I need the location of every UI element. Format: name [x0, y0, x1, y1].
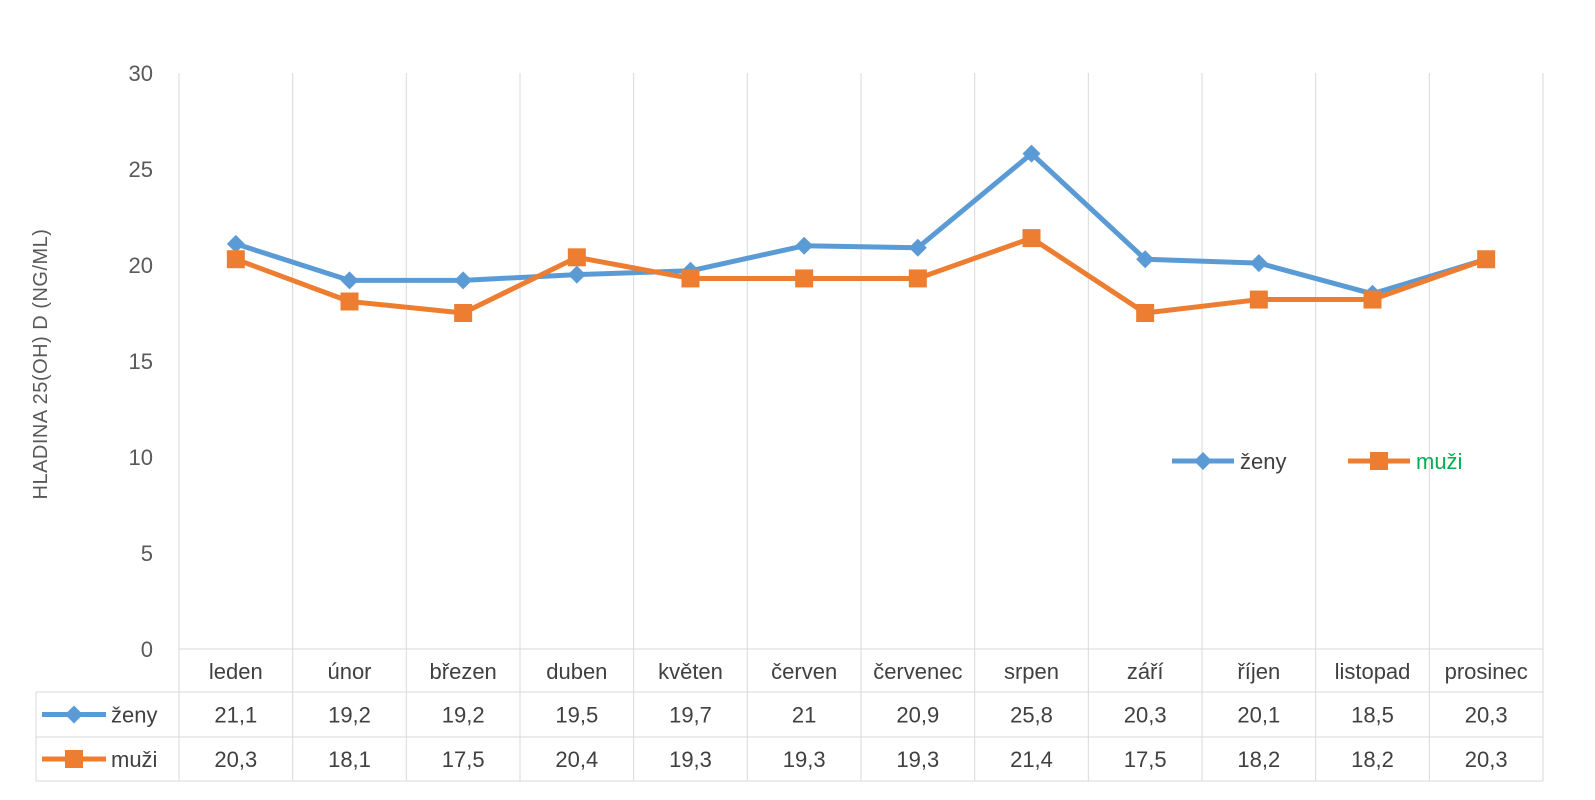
data-table-cell: 21,1	[214, 703, 257, 728]
data-point-0	[795, 236, 814, 255]
y-tick-label: 30	[129, 61, 153, 86]
data-point-1	[681, 269, 700, 288]
data-table-cell: 19,2	[442, 703, 485, 728]
data-point-1	[1249, 290, 1268, 309]
data-table-cell: 18,2	[1237, 747, 1280, 772]
data-point-1	[340, 292, 359, 311]
data-table-cell: 19,3	[669, 747, 712, 772]
y-tick-label: 15	[129, 349, 153, 374]
x-tick-label: leden	[209, 659, 263, 684]
data-table-cell: 19,7	[669, 703, 712, 728]
data-table-cell: 18,2	[1351, 747, 1394, 772]
table-series-label-1: muži	[111, 747, 157, 772]
x-tick-label: říjen	[1237, 659, 1280, 684]
data-point-1	[795, 269, 814, 288]
data-table-cell: 21	[792, 703, 816, 728]
series-line-0	[235, 151, 1487, 297]
data-table-cell: 17,5	[1124, 747, 1167, 772]
data-table-cell: 17,5	[442, 747, 485, 772]
data-point-1	[226, 250, 245, 269]
x-tick-label: září	[1127, 659, 1164, 684]
data-point-1	[1022, 229, 1041, 248]
data-point-0	[454, 271, 473, 290]
data-table-cell: 19,5	[555, 703, 598, 728]
data-table-cell: 21,4	[1010, 747, 1053, 772]
legend-marker-1	[1370, 452, 1388, 470]
data-table-cell: 20,4	[555, 747, 598, 772]
data-point-0	[567, 265, 586, 284]
y-tick-label: 5	[141, 541, 153, 566]
x-tick-label: listopad	[1335, 659, 1411, 684]
data-point-0	[1249, 254, 1268, 273]
data-point-1	[454, 304, 473, 322]
x-tick-label: červenec	[873, 659, 962, 684]
x-tick-label: únor	[327, 659, 371, 684]
data-point-1	[1136, 304, 1155, 322]
data-table-cell: 18,5	[1351, 703, 1394, 728]
x-tick-label: březen	[430, 659, 497, 684]
x-tick-label: duben	[546, 659, 607, 684]
x-tick-label: srpen	[1004, 659, 1059, 684]
table-series-label-0: ženy	[111, 703, 157, 728]
data-table-cell: 20,3	[214, 747, 257, 772]
data-point-0	[226, 234, 245, 253]
data-table-cell: 20,3	[1465, 747, 1508, 772]
data-table-cell: 25,8	[1010, 703, 1053, 728]
y-tick-label: 0	[141, 637, 153, 662]
data-table-cell: 20,3	[1124, 703, 1167, 728]
data-point-0	[1136, 250, 1155, 269]
data-point-1	[908, 269, 927, 288]
data-table-cell: 19,3	[783, 747, 826, 772]
y-tick-label: 20	[129, 253, 153, 278]
data-table-cell: 20,9	[896, 703, 939, 728]
data-table-cell: 20,3	[1465, 703, 1508, 728]
data-table-cell: 18,1	[328, 747, 371, 772]
series-line-1	[234, 235, 1488, 316]
legend-marker-0	[1194, 452, 1212, 470]
table-legend-marker-0	[65, 705, 83, 724]
x-tick-label: červen	[771, 659, 837, 684]
x-tick-label: prosinec	[1445, 659, 1528, 684]
y-tick-label: 10	[129, 445, 153, 470]
data-point-1	[567, 248, 586, 267]
legend-label-0: ženy	[1240, 449, 1286, 474]
data-point-1	[1477, 250, 1496, 269]
data-point-1	[1363, 290, 1382, 309]
data-point-0	[908, 238, 927, 257]
data-point-0	[1022, 144, 1041, 163]
data-table-cell: 19,2	[328, 703, 371, 728]
data-table-cell: 19,3	[896, 747, 939, 772]
data-table-cell: 20,1	[1237, 703, 1280, 728]
table-legend-marker-1	[65, 750, 83, 768]
x-tick-label: květen	[658, 659, 723, 684]
y-axis-title: HLADINA 25(OH) D (NG/ML)	[30, 229, 52, 500]
legend-label-1: muži	[1416, 449, 1462, 474]
y-tick-label: 25	[129, 157, 153, 182]
data-point-0	[340, 271, 359, 290]
